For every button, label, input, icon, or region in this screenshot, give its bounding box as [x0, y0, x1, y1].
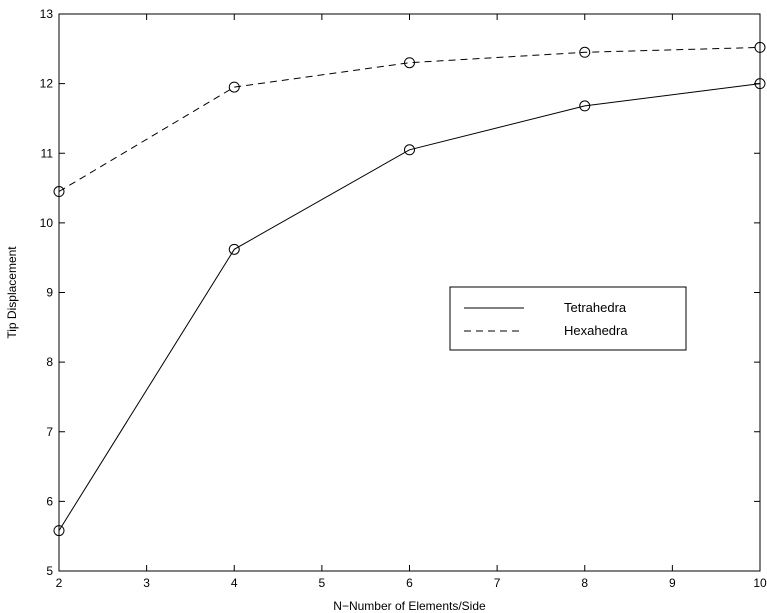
y-axis-label: Tip Displacement: [5, 246, 19, 339]
y-tick-label: 8: [46, 355, 53, 369]
x-tick-label: 4: [231, 576, 238, 590]
x-tick-label: 3: [143, 576, 150, 590]
data-point-hexahedra: [579, 46, 591, 58]
x-tick-label: 8: [581, 576, 588, 590]
y-tick-label: 13: [40, 7, 54, 21]
y-tick-label: 11: [41, 146, 54, 160]
data-point-hexahedra: [404, 57, 415, 69]
y-tick-label: 6: [46, 494, 53, 508]
y-tick-label: 5: [46, 564, 53, 578]
x-axis-label: N−Number of Elements/Side: [333, 599, 486, 613]
legend-box: [449, 286, 687, 351]
data-point-tetrahedra: [404, 144, 415, 156]
y-tick-label: 7: [46, 425, 53, 439]
x-tick-label: 6: [406, 576, 413, 590]
x-tick-label: 2: [56, 576, 63, 590]
series-line-hexahedra: [58, 46, 761, 192]
x-tick-label: 9: [669, 576, 676, 590]
x-tick-label: 5: [319, 576, 326, 590]
y-tick-label: 9: [46, 286, 53, 300]
legend-label-hexahedra: Hexahedra: [564, 323, 628, 338]
data-point-tetrahedra: [579, 100, 591, 112]
data-point-tetrahedra: [754, 78, 766, 90]
data-point-hexahedra: [53, 186, 65, 198]
x-axis: 2 3 4 5 6 7 8 9 10: [56, 14, 767, 590]
data-point-hexahedra: [228, 81, 240, 93]
series-line-tetrahedra: [58, 83, 761, 531]
data-point-hexahedra: [754, 41, 766, 53]
legend-label-tetrahedra: Tetrahedra: [564, 300, 627, 315]
x-tick-label: 10: [753, 576, 767, 590]
y-tick-label: 10: [40, 216, 54, 230]
data-point-tetrahedra: [228, 243, 240, 255]
x-tick-label: 7: [494, 576, 501, 590]
legend: Tetrahedra Hexahedra: [449, 286, 687, 351]
series-layer: [53, 41, 766, 537]
data-point-tetrahedra: [53, 525, 65, 537]
y-axis: 5 6 7 8 9 10 11 12 13: [40, 7, 760, 578]
y-tick-label: 12: [40, 77, 54, 91]
